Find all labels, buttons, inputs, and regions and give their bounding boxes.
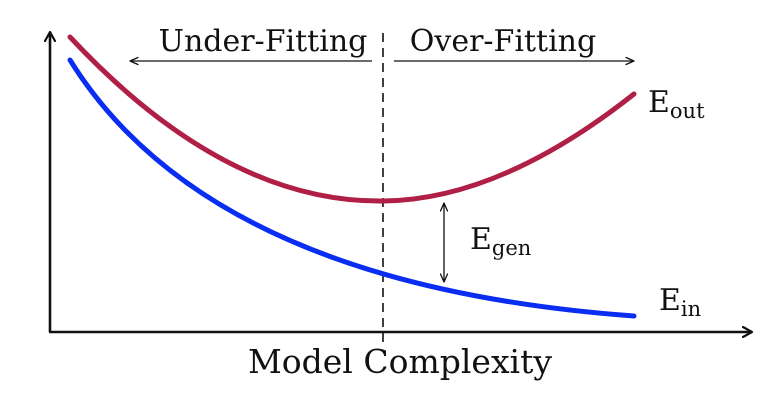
- e-out-curve: [67, 34, 637, 204]
- e-out-label: Eout: [648, 85, 705, 123]
- e-gen-label: Egen: [470, 222, 531, 260]
- under-fitting-label: Under-Fitting: [159, 24, 368, 59]
- x-axis-label: Model Complexity: [248, 342, 552, 381]
- e-in-label: Ein: [659, 283, 701, 321]
- over-fitting-label: Over-Fitting: [410, 24, 596, 59]
- e-in-curve: [67, 57, 637, 319]
